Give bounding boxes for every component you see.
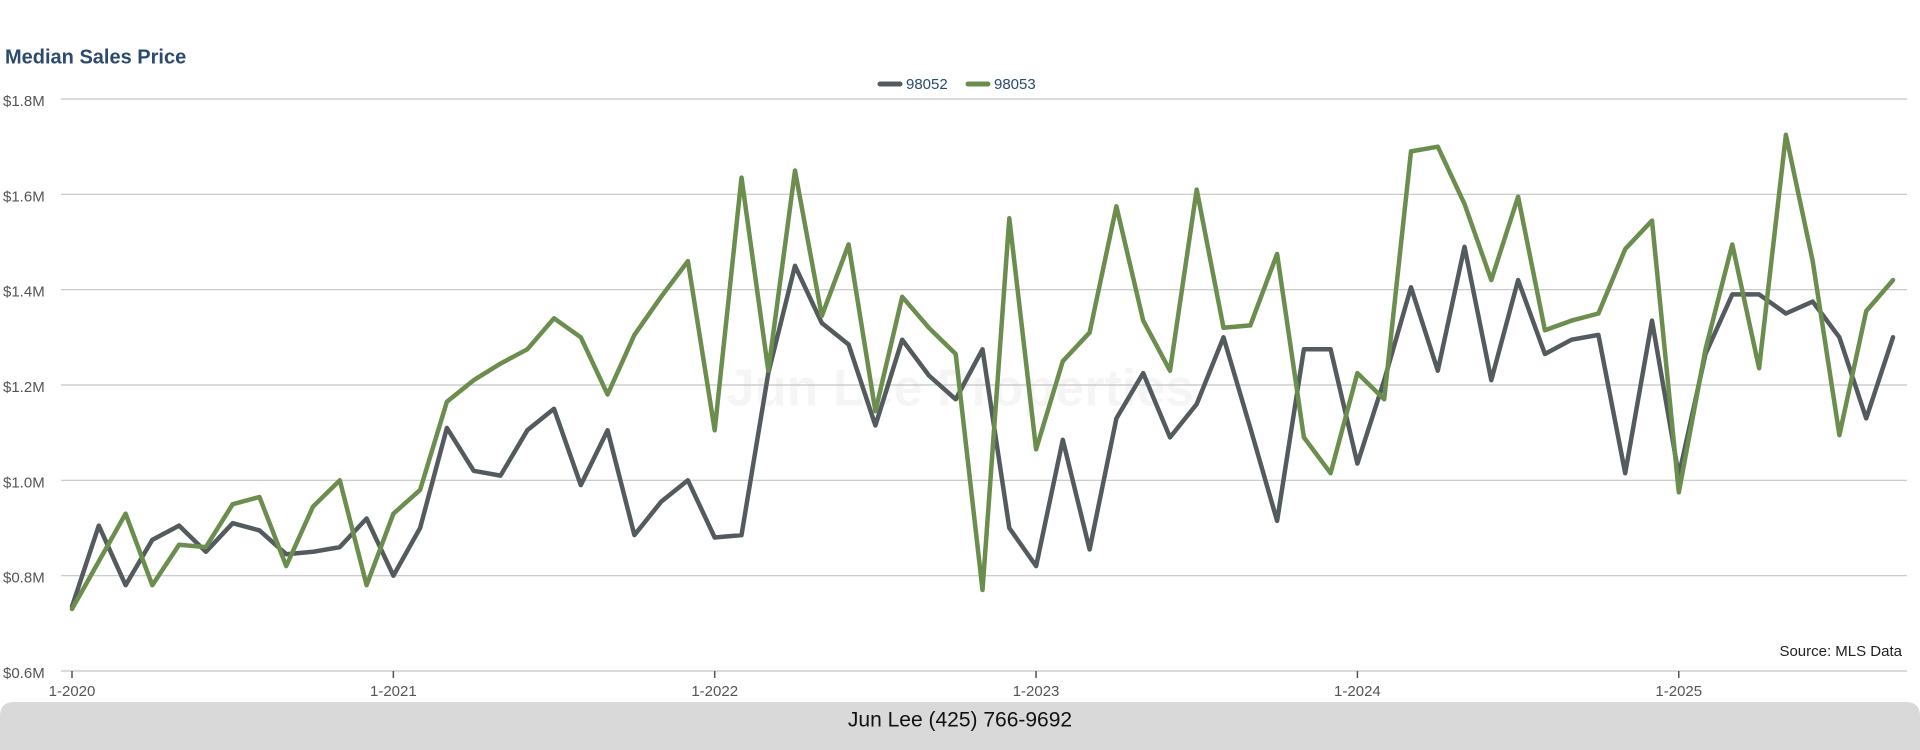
y-tick-label: $1.0M: [3, 474, 45, 491]
legend-label: 98053: [994, 76, 1036, 93]
legend: 98052 98053: [877, 76, 1036, 93]
x-tick-label: 1-2024: [1334, 683, 1381, 700]
x-tick-label: 1-2022: [691, 683, 738, 700]
y-tick-label: $1.8M: [3, 93, 45, 110]
x-tick-label: 1-2023: [1013, 683, 1060, 700]
x-tick-label: 1-2021: [370, 683, 417, 700]
footer-band: [0, 702, 1920, 750]
y-tick-label: $0.8M: [3, 570, 45, 587]
line-series: [69, 132, 1896, 612]
chart-title: Median Sales Price: [5, 46, 186, 68]
x-tick-label: 1-2020: [49, 683, 96, 700]
source-note: Source: MLS Data: [1779, 643, 1902, 660]
footer-text: Jun Lee (425) 766-9692: [848, 709, 1072, 732]
y-tick-label: $1.2M: [3, 379, 45, 396]
y-tick-label: $0.6M: [3, 665, 45, 682]
x-tick-label: 1-2025: [1655, 683, 1702, 700]
line-series: [69, 244, 1896, 609]
legend-label: 98052: [906, 76, 948, 93]
y-tick-label: $1.6M: [3, 188, 45, 205]
y-tick-label: $1.4M: [3, 284, 45, 301]
